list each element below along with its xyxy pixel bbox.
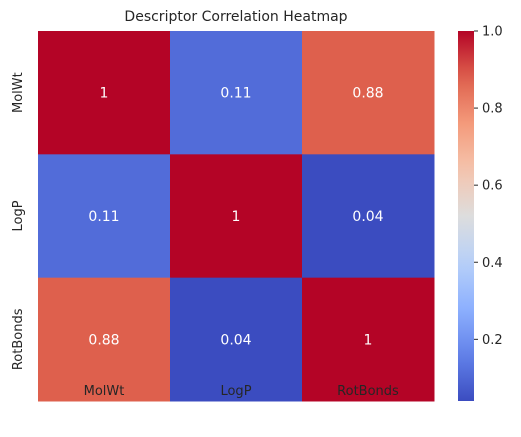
colorbar-tick-label: 0.6 — [482, 179, 503, 194]
y-tick-label: MolWt — [11, 72, 26, 113]
heatmap-cell — [302, 31, 435, 155]
heatmap-cells: 1 0.11 0.88 0.11 1 0.04 0.88 0.04 1 — [38, 31, 435, 402]
cell-value-label: 1 — [100, 86, 109, 102]
colorbar-tick-label: 0.2 — [482, 333, 503, 348]
heatmap-cell — [302, 154, 435, 279]
heatmap-cell — [38, 154, 171, 279]
heatmap-cell — [170, 154, 303, 279]
x-tick-label: LogP — [220, 384, 251, 399]
cell-value-label: 0.88 — [88, 332, 119, 348]
colorbar-tick-label: 1.0 — [482, 25, 503, 40]
cell-value-label: 1 — [232, 209, 241, 225]
chart-title: Descriptor Correlation Heatmap — [124, 9, 347, 25]
heatmap-cell — [170, 31, 303, 155]
colorbar — [458, 31, 474, 401]
cell-value-label: 0.88 — [352, 86, 383, 102]
cell-value-label: 0.04 — [352, 209, 383, 225]
x-tick-label: MolWt — [84, 384, 125, 399]
y-tick-label: LogP — [11, 200, 26, 231]
colorbar-tick-label: 0.8 — [482, 102, 503, 117]
cell-value-label: 0.04 — [220, 332, 251, 348]
cell-value-label: 0.11 — [88, 209, 119, 225]
heatmap-cell — [170, 277, 303, 402]
heatmap-cell — [38, 277, 171, 402]
heatmap-cell — [38, 31, 171, 155]
cell-value-label: 1 — [364, 332, 373, 348]
colorbar-ticks: 0.2 0.4 0.6 0.8 1.0 — [474, 25, 503, 348]
cell-value-label: 0.11 — [220, 86, 251, 102]
y-axis-tick-labels: MolWt LogP RotBonds — [11, 72, 26, 370]
heatmap-cell — [302, 277, 435, 402]
y-tick-label: RotBonds — [11, 308, 26, 370]
x-axis-tick-labels: MolWt LogP RotBonds — [84, 384, 399, 399]
colorbar-tick-label: 0.4 — [482, 256, 503, 271]
x-tick-label: RotBonds — [337, 384, 399, 399]
